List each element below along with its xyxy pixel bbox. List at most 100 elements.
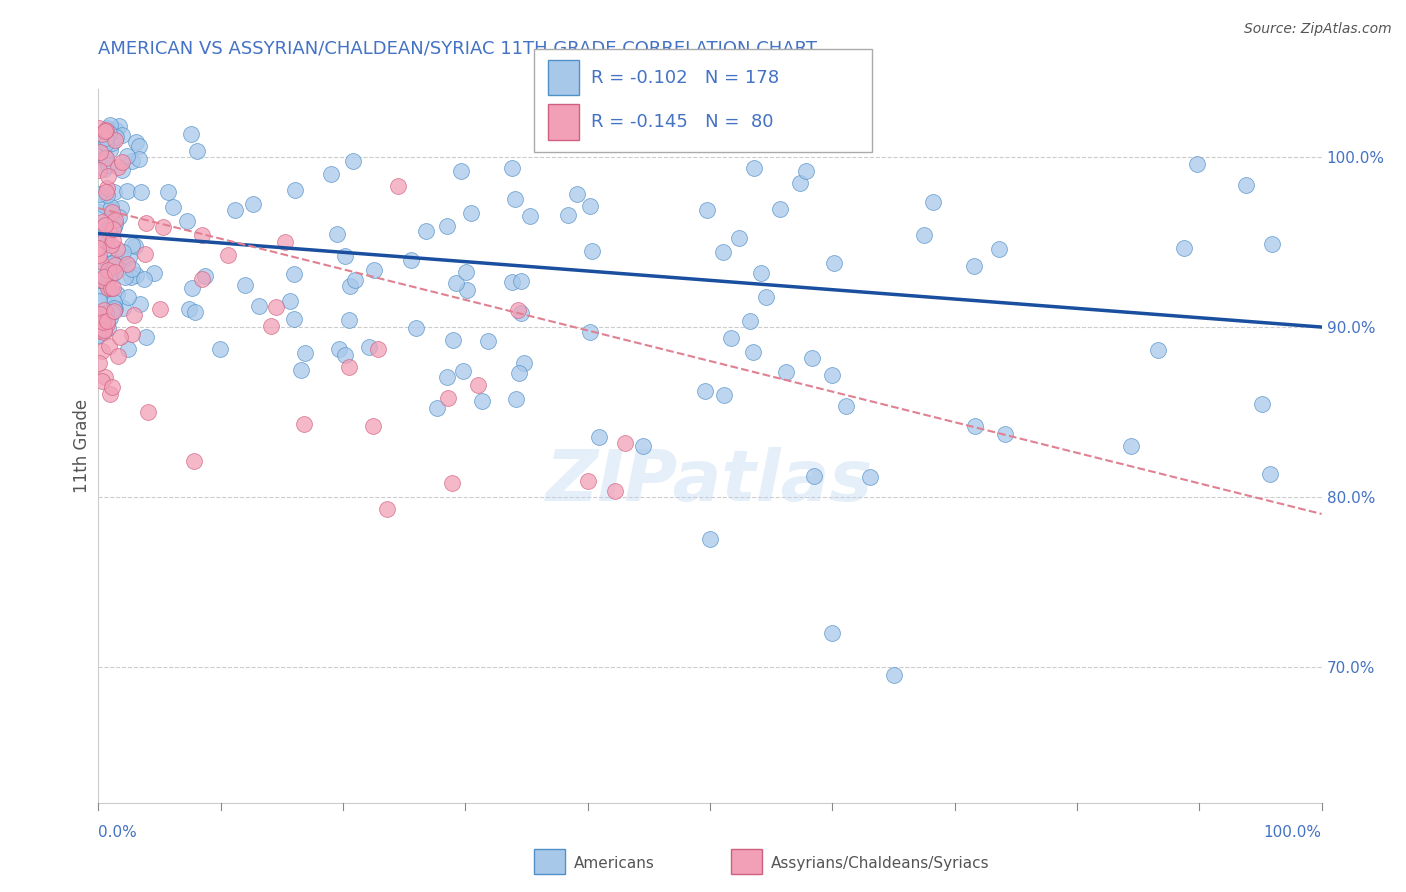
Point [821,626,844,640]
Point [460,206,482,220]
Point [693,384,716,398]
Point [283,311,305,326]
Point [191,227,214,242]
Point [509,274,531,288]
Point [471,394,494,409]
Point [117,343,139,357]
Point [128,138,150,153]
Point [264,301,287,315]
Point [94,150,117,164]
Point [505,392,527,406]
Point [823,256,845,270]
Point [108,119,131,133]
Point [922,195,945,210]
Point [103,256,125,270]
Point [190,271,212,285]
Point [134,247,156,261]
Point [156,186,179,200]
Point [333,348,356,362]
Point [104,217,127,231]
Point [97,321,120,335]
Point [98,202,121,217]
Point [775,365,797,379]
Point [93,302,115,317]
Text: 100.0%: 100.0% [1264,825,1322,840]
Point [162,200,184,214]
Point [769,202,792,217]
Point [98,387,121,401]
Point [117,184,139,198]
Point [97,169,120,183]
Point [333,249,356,263]
Point [152,219,174,234]
Point [94,218,117,232]
Point [107,160,129,174]
Point [342,154,364,169]
Point [120,270,142,285]
Point [579,199,602,213]
Point [994,426,1017,441]
Point [217,248,239,262]
Point [101,305,124,319]
Point [375,502,398,516]
Point [111,163,134,178]
Point [87,356,110,370]
Point [456,284,478,298]
Point [101,281,124,295]
Point [501,161,523,176]
Point [249,299,271,313]
Point [97,221,120,235]
Point [87,324,110,338]
Point [93,323,115,337]
Point [124,135,146,149]
Point [104,213,127,227]
Point [96,123,118,137]
Point [749,266,772,280]
Point [181,281,204,295]
Point [90,308,112,322]
Point [405,321,427,335]
Point [129,185,152,199]
Point [135,330,157,344]
Point [135,216,157,230]
Point [208,342,231,356]
Point [467,378,489,392]
Point [738,314,761,328]
Point [755,290,778,304]
Point [224,203,246,218]
Point [94,305,117,319]
Point [1260,467,1282,482]
Point [326,227,349,241]
Point [103,220,125,235]
Point [98,143,121,157]
Point [963,260,986,274]
Point [579,325,602,339]
Point [477,334,499,348]
Point [103,303,125,318]
Point [87,120,110,135]
Point [441,333,464,347]
Point [96,181,118,195]
Point [436,369,458,384]
Point [98,242,121,256]
Point [100,237,122,252]
Point [87,141,110,155]
Point [194,268,217,283]
Point [91,135,114,149]
Point [454,265,477,279]
Point [103,185,125,199]
Point [110,155,132,169]
Point [415,224,437,238]
Point [89,265,111,279]
Point [436,219,458,233]
Point [100,200,122,214]
Point [98,311,121,326]
Text: Source: ZipAtlas.com: Source: ZipAtlas.com [1244,22,1392,37]
Point [91,315,114,329]
Point [290,363,312,377]
Point [363,263,385,277]
Point [91,272,114,286]
Point [820,368,842,382]
Point [357,340,380,354]
Point [111,128,134,142]
